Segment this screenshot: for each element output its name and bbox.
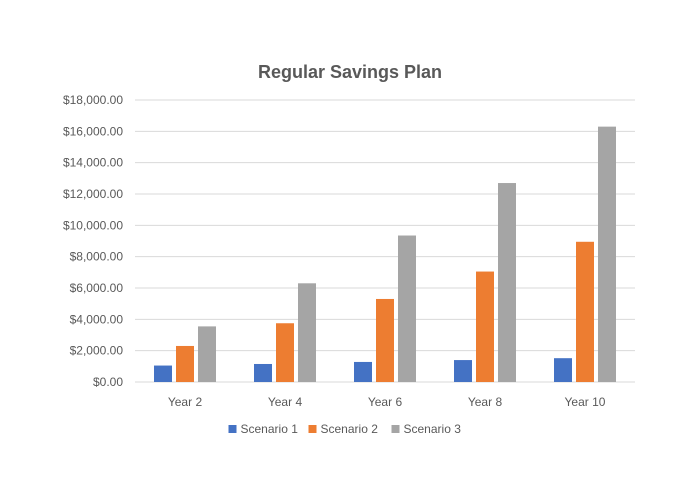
legend-label: Scenario 1 [241,422,299,436]
legend: Scenario 1 Scenario 2 Scenario 3 [228,422,462,436]
bar-scenario-3-year-6 [398,235,416,382]
x-axis-tick-labels: Year 2 Year 4 Year 6 Year 8 Year 10 [168,395,606,409]
legend-swatch-scenario-1 [228,425,237,433]
y-tick-label: $10,000.00 [63,218,123,232]
bar-scenario-3-year-4 [298,283,316,382]
y-tick-label: $16,000.00 [63,124,123,138]
y-tick-label: $12,000.00 [63,187,123,201]
chart-title: Regular Savings Plan [258,62,442,82]
bar-scenario-2-year-6 [376,298,394,382]
x-tick-label: Year 2 [168,395,203,409]
y-tick-label: $8,000.00 [70,250,124,264]
legend-swatch-scenario-2 [308,425,317,433]
bars [154,126,616,382]
bar-scenario-1-year-10 [554,358,572,382]
x-tick-label: Year 10 [565,395,606,409]
gridlines [135,99,635,383]
y-axis-tick-labels: $0.00 $2,000.00 $4,000.00 $6,000.00 $8,000.0… [63,93,123,389]
y-tick-label: $4,000.00 [70,312,124,326]
legend-label: Scenario 2 [321,422,379,436]
y-tick-label: $6,000.00 [70,281,124,295]
bar-scenario-2-year-4 [276,323,294,382]
bar-scenario-2-year-2 [176,345,194,382]
x-tick-label: Year 6 [368,395,403,409]
bar-scenario-3-year-2 [198,326,216,382]
x-tick-label: Year 4 [268,395,303,409]
bar-scenario-1-year-6 [354,361,372,382]
bar-scenario-1-year-2 [154,365,172,382]
legend-swatch-scenario-3 [391,425,400,433]
bar-scenario-1-year-4 [254,363,272,382]
bar-scenario-2-year-10 [576,241,594,382]
y-tick-label: $0.00 [93,375,123,389]
y-tick-label: $18,000.00 [63,93,123,107]
legend-label: Scenario 3 [404,422,462,436]
y-tick-label: $14,000.00 [63,156,123,170]
y-tick-label: $2,000.00 [70,344,124,358]
bar-scenario-3-year-8 [498,183,516,382]
bar-scenario-3-year-10 [598,126,616,382]
x-tick-label: Year 8 [468,395,503,409]
bar-scenario-2-year-8 [476,271,494,382]
bar-scenario-1-year-8 [454,360,472,382]
